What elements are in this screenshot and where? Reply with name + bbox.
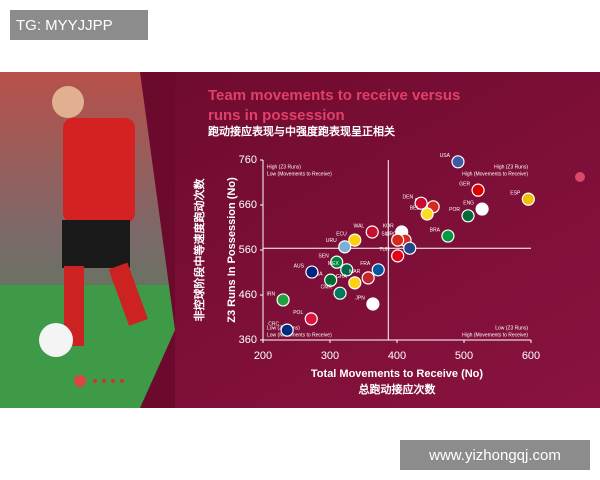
point-label: TUN: [379, 247, 390, 253]
point-label: ESP: [510, 190, 521, 196]
plot: 200 300 400 500 600 360 460 560 660 760 High (Z3 R…: [239, 153, 541, 362]
y-tick-label: 360: [239, 334, 257, 346]
point-label: USA: [440, 153, 451, 159]
point-label: FRA: [360, 261, 371, 267]
x-tick-label: 600: [522, 350, 540, 362]
point-label: JPN: [355, 295, 365, 301]
x-axis-label-cn: 总跑动接应次数: [359, 382, 437, 396]
y-tick-label: 560: [239, 244, 257, 256]
point-label: GHA: [336, 274, 348, 280]
point: [391, 233, 405, 247]
quadrant-note: High (Movements to Receive): [462, 171, 528, 177]
quadrant-note: Low (Movements to Receive): [267, 171, 332, 177]
point-label: MEX: [328, 261, 340, 267]
chart-title: runs in possession: [208, 107, 345, 124]
point: [414, 196, 428, 210]
x-tick-label: 300: [321, 350, 339, 362]
point: [371, 263, 385, 277]
quadrant-note: High (Z3 Runs): [494, 164, 528, 170]
pitch: [0, 285, 175, 408]
point: [340, 263, 354, 277]
point-label: ECU: [336, 231, 347, 237]
point: [280, 323, 294, 337]
shorts: [62, 220, 130, 268]
dot: [93, 379, 97, 383]
x-tick-label: 400: [388, 350, 406, 362]
point: [391, 249, 405, 263]
point-label: SUI: [381, 231, 389, 237]
point: [403, 241, 417, 255]
point: [461, 209, 475, 223]
leg: [64, 266, 84, 346]
point-label: CMR: [321, 285, 333, 291]
x-tick-label: 200: [254, 350, 272, 362]
chart-title: Team movements to receive versus: [208, 87, 460, 104]
point: [366, 297, 380, 311]
photo: [0, 72, 175, 408]
dot: [120, 379, 124, 383]
point: [330, 255, 344, 269]
point: [276, 293, 290, 307]
tag-text: TG: MYYJJPP: [16, 17, 113, 34]
chart-subtitle: 跑动接应表现与中强度跑表现呈正相关: [208, 124, 395, 138]
point-label: DEN: [403, 195, 414, 201]
photo-edge: [140, 72, 175, 408]
quadrant-note: Low (Z3 Runs): [495, 325, 528, 331]
ball: [39, 323, 73, 357]
quadrant-note: High (Z3 Runs): [267, 164, 301, 170]
point-label: WAL: [354, 223, 365, 229]
point: [361, 271, 375, 285]
point-label: ENG: [463, 200, 474, 206]
dot: [111, 379, 115, 383]
point-label: BRA: [430, 227, 441, 233]
point-label: KOR: [383, 223, 394, 229]
point: [304, 312, 318, 326]
shirt: [63, 118, 135, 223]
point: [365, 225, 379, 239]
quadrant-note: Low (Movements to Receive): [267, 332, 332, 338]
tag-box: [10, 10, 148, 40]
point: [471, 183, 485, 197]
point-label: SEN: [318, 253, 329, 259]
point: [451, 155, 465, 169]
y-tick-label: 460: [239, 289, 257, 301]
point: [348, 233, 362, 247]
quadrant-note: High (Movements to Receive): [462, 332, 528, 338]
point-label: CRC: [268, 321, 279, 327]
point-label: URU: [326, 238, 337, 244]
point: [338, 240, 352, 254]
dot: [74, 375, 86, 387]
point: [324, 273, 338, 287]
x-axis-label: Total Movements to Receive (No): [311, 368, 483, 380]
point: [348, 276, 362, 290]
point: [333, 286, 347, 300]
watermark-box: [400, 440, 590, 470]
dot: [102, 379, 106, 383]
point: [305, 265, 319, 279]
head: [52, 86, 84, 118]
point-label: AUS: [294, 263, 305, 269]
x-tick-label: 500: [455, 350, 473, 362]
deco-dot: [575, 172, 585, 182]
point-label: MAR: [349, 269, 361, 275]
point-label: GER: [459, 181, 470, 187]
point-label: CRO: [386, 231, 397, 237]
y-tick-label: 760: [239, 154, 257, 166]
point-label: POL: [293, 310, 303, 316]
point: [521, 192, 535, 206]
point: [420, 207, 434, 221]
point-label: POR: [449, 207, 460, 213]
point: [475, 202, 489, 216]
watermark: www.yizhongqj.com: [428, 447, 561, 464]
point-label: BEL: [410, 205, 420, 211]
y-axis-label: Z3 Runs In Possession (No): [226, 177, 238, 323]
point-label: IRN: [266, 291, 275, 297]
point: [441, 229, 455, 243]
y-axis-label-cn: 非控球阶段中等速度跑动次数: [192, 178, 206, 322]
leg: [108, 262, 148, 326]
y-tick-label: 660: [239, 199, 257, 211]
